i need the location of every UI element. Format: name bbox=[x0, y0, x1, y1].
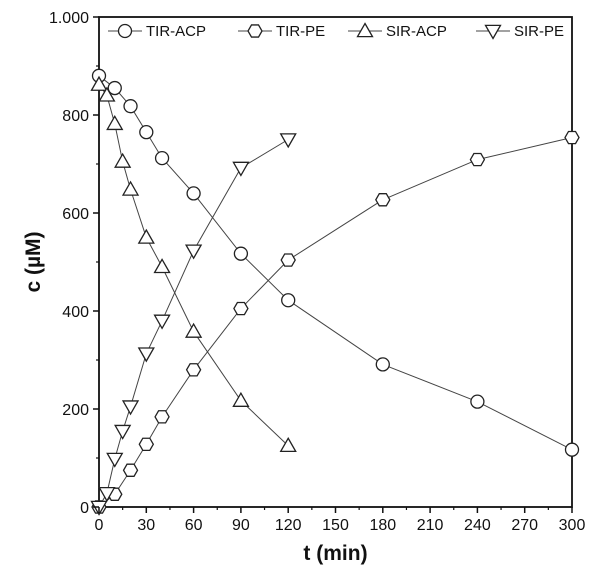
x-tick-label: 30 bbox=[137, 517, 155, 534]
series-sir-pe bbox=[90, 133, 297, 516]
data-point bbox=[185, 363, 202, 377]
series-tir-acp bbox=[91, 68, 580, 457]
data-point bbox=[154, 410, 170, 424]
x-axis-title: t (min) bbox=[303, 542, 367, 565]
data-point bbox=[90, 75, 108, 91]
data-point bbox=[138, 437, 155, 451]
series-sir-acp bbox=[90, 75, 297, 453]
data-point bbox=[106, 452, 124, 468]
data-point bbox=[114, 152, 132, 168]
data-point bbox=[139, 124, 154, 140]
data-point bbox=[564, 130, 580, 145]
x-tick-label: 180 bbox=[369, 517, 396, 534]
y-tick-label: 600 bbox=[62, 206, 89, 223]
data-point bbox=[121, 400, 140, 416]
x-tick-label: 0 bbox=[95, 517, 104, 534]
data-point bbox=[123, 99, 138, 114]
y-tick-label: 400 bbox=[62, 304, 89, 321]
data-point bbox=[186, 186, 201, 201]
axes-layer: 0 30 60 90 120 150 180 210 240 270 300 0 200 400 600 80… bbox=[49, 10, 585, 534]
legend-item: SIR-PE bbox=[476, 23, 564, 40]
y-tick-label: 200 bbox=[62, 402, 89, 419]
y-tick-label: 0 bbox=[80, 500, 89, 517]
data-point bbox=[154, 150, 170, 166]
legend-marker bbox=[484, 24, 502, 40]
legend-label: SIR-PE bbox=[514, 23, 564, 40]
legend-label: TIR-ACP bbox=[146, 23, 206, 40]
data-point bbox=[122, 463, 139, 477]
x-tick-label: 60 bbox=[185, 517, 203, 534]
data-point bbox=[98, 487, 116, 503]
legend-item: TIR-ACP bbox=[108, 23, 206, 40]
x-tick-label: 240 bbox=[464, 517, 491, 534]
plot-frame bbox=[98, 16, 573, 508]
data-point bbox=[107, 80, 122, 96]
data-point bbox=[279, 133, 297, 149]
legend-label: TIR-PE bbox=[276, 23, 325, 40]
x-tick-label: 300 bbox=[559, 517, 586, 534]
data-point bbox=[153, 314, 171, 330]
legend-label: SIR-ACP bbox=[386, 23, 447, 40]
data-point bbox=[137, 228, 155, 244]
data-point bbox=[232, 391, 250, 407]
series-line bbox=[98, 139, 289, 508]
x-tick-label: 270 bbox=[511, 517, 538, 534]
data-point bbox=[233, 246, 249, 261]
data-point bbox=[564, 442, 580, 457]
data-point bbox=[375, 357, 390, 372]
x-tick-label: 210 bbox=[417, 517, 444, 534]
series-layer bbox=[90, 68, 580, 516]
data-point bbox=[375, 193, 391, 207]
data-point bbox=[469, 152, 486, 167]
legend-item: SIR-ACP bbox=[348, 22, 447, 40]
data-point bbox=[281, 293, 296, 308]
data-point bbox=[106, 115, 124, 131]
data-point bbox=[153, 258, 171, 274]
data-point bbox=[280, 253, 296, 267]
legend-item: TIR-PE bbox=[238, 23, 325, 40]
data-point bbox=[184, 244, 203, 260]
series-tir-pe bbox=[91, 130, 580, 514]
series-line bbox=[98, 84, 289, 447]
x-tick-label: 120 bbox=[275, 517, 302, 534]
legend-marker bbox=[356, 22, 374, 38]
data-point bbox=[137, 347, 155, 363]
series-line bbox=[98, 75, 573, 451]
data-point bbox=[233, 301, 249, 316]
legend: TIR-ACP TIR-PE SIR-ACP SIR-PE bbox=[108, 22, 564, 40]
data-point bbox=[232, 161, 250, 177]
y-tick-label: 1.000 bbox=[49, 10, 89, 27]
series-line bbox=[98, 137, 573, 508]
x-tick-label: 90 bbox=[232, 517, 250, 534]
x-tick-label: 150 bbox=[322, 517, 349, 534]
data-point bbox=[184, 322, 203, 338]
data-point bbox=[279, 436, 297, 453]
plot-area bbox=[98, 16, 573, 508]
data-point bbox=[470, 394, 485, 409]
legend-marker bbox=[247, 24, 263, 38]
legend-marker bbox=[117, 23, 133, 39]
data-point bbox=[121, 180, 140, 196]
y-tick-label: 800 bbox=[62, 108, 89, 125]
data-point bbox=[114, 424, 132, 440]
y-axis-title: c (µM) bbox=[22, 231, 45, 292]
data-point bbox=[98, 86, 116, 102]
